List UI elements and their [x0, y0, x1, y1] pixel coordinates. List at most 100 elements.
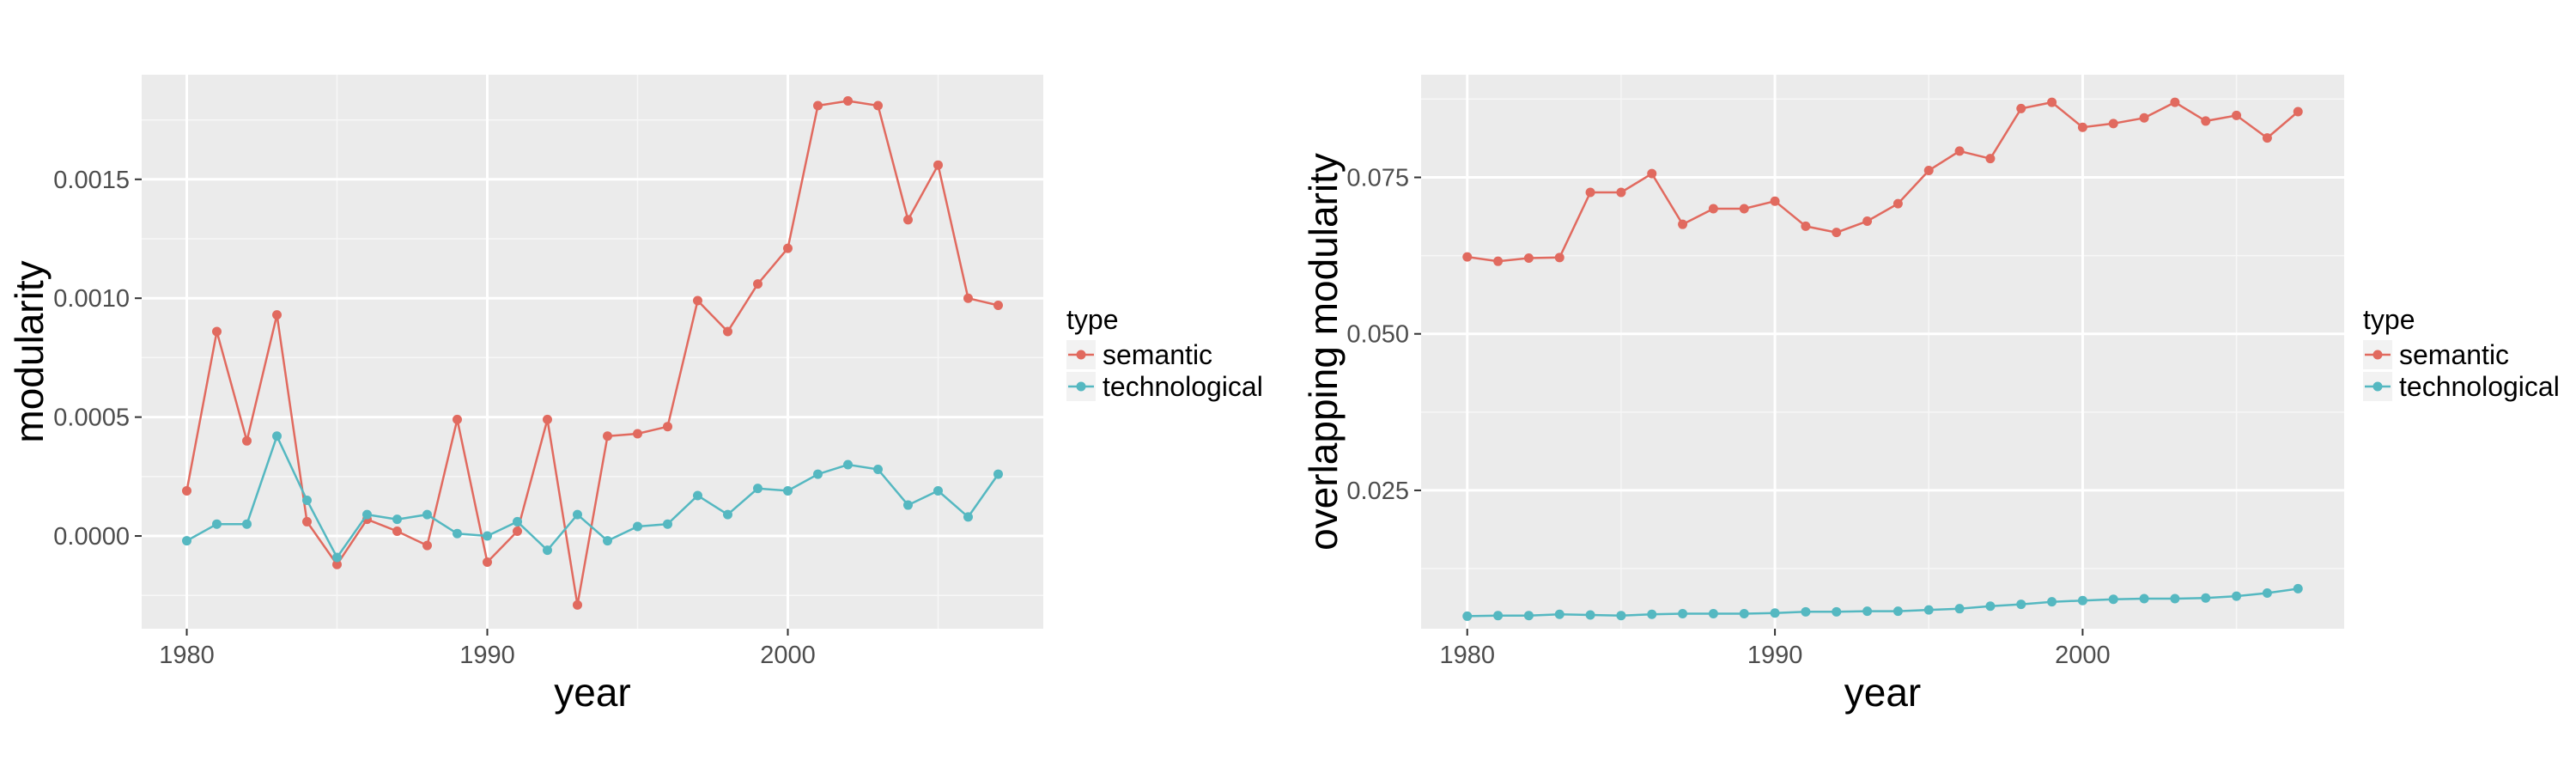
data-point-technological: [1647, 610, 1656, 619]
data-point-semantic: [2078, 123, 2087, 132]
data-point-technological: [302, 496, 312, 505]
data-point-semantic: [1555, 253, 1564, 262]
data-point-technological: [573, 510, 582, 520]
data-point-semantic: [663, 422, 672, 431]
data-point-semantic: [302, 517, 312, 526]
y-tick-label: 0.0010: [53, 285, 130, 313]
data-point-semantic: [513, 526, 522, 536]
data-point-semantic: [843, 96, 853, 106]
data-point-technological: [843, 460, 853, 469]
y-tick-label: 0.0005: [53, 405, 130, 432]
data-point-technological: [2078, 596, 2087, 606]
data-point-technological: [362, 510, 372, 520]
chart-2: 1980199020000.0250.0500.075yearoverlappi…: [1301, 75, 2560, 715]
legend-title: type: [2363, 304, 2415, 335]
x-tick-label: 2000: [760, 642, 816, 669]
data-point-semantic: [933, 161, 943, 170]
data-point-semantic: [633, 429, 642, 439]
x-tick-label: 1980: [1439, 642, 1495, 669]
data-point-semantic: [873, 100, 883, 110]
data-point-technological: [1771, 608, 1780, 618]
data-point-technological: [272, 431, 282, 441]
data-point-semantic: [422, 541, 432, 551]
data-point-technological: [633, 521, 642, 531]
y-axis-title: overlapping modularity: [1301, 153, 1346, 551]
data-point-semantic: [1524, 253, 1534, 263]
data-point-technological: [1555, 610, 1564, 619]
data-point-technological: [783, 486, 793, 496]
data-point-technological: [182, 536, 191, 545]
data-point-technological: [513, 517, 522, 526]
data-point-semantic: [2047, 98, 2057, 107]
data-point-technological: [1524, 611, 1534, 620]
data-point-semantic: [212, 326, 222, 336]
legend: type semantictechnological: [1066, 304, 1263, 402]
data-point-semantic: [453, 415, 462, 424]
data-point-semantic: [1586, 188, 1595, 198]
data-point-technological: [813, 470, 823, 479]
data-point-technological: [753, 484, 762, 493]
data-point-technological: [993, 470, 1003, 479]
data-point-semantic: [903, 215, 913, 224]
x-tick-label: 1990: [1747, 642, 1803, 669]
data-point-technological: [392, 514, 402, 524]
data-point-technological: [663, 520, 672, 529]
data-point-semantic: [1462, 253, 1472, 262]
data-point-technological: [933, 486, 943, 496]
legend-label-semantic: semantic: [2399, 339, 2509, 370]
data-point-semantic: [783, 244, 793, 253]
data-point-semantic: [2263, 133, 2272, 143]
data-point-semantic: [2016, 104, 2026, 113]
data-point-semantic: [2140, 113, 2149, 123]
data-point-semantic: [1493, 257, 1503, 266]
data-point-technological: [723, 510, 732, 520]
chart-1: 1980199020000.00000.00050.00100.0015year…: [7, 75, 1263, 715]
y-tick-label: 0.0015: [53, 167, 130, 194]
data-point-semantic: [813, 100, 823, 110]
data-point-technological: [2170, 594, 2179, 604]
data-point-technological: [1462, 612, 1472, 621]
legend-label-technological: technological: [1103, 371, 1263, 402]
data-point-semantic: [483, 557, 492, 567]
data-point-technological: [2109, 594, 2118, 604]
legend-title: type: [1066, 304, 1118, 335]
legend-key-point: [2373, 350, 2383, 360]
data-point-semantic: [1801, 222, 1810, 231]
data-point-semantic: [1709, 204, 1718, 213]
data-point-semantic: [1893, 199, 1903, 209]
legend-key-point: [1077, 382, 1086, 392]
x-axis-title: year: [554, 670, 630, 715]
data-point-semantic: [603, 431, 612, 441]
legend-label-semantic: semantic: [1103, 339, 1212, 370]
data-point-technological: [1801, 607, 1810, 617]
data-point-technological: [1493, 611, 1503, 620]
legend-label-technological: technological: [2399, 371, 2560, 402]
data-point-technological: [453, 529, 462, 539]
data-point-technological: [1955, 604, 1965, 613]
data-point-semantic: [1771, 197, 1780, 206]
x-tick-label: 1980: [159, 642, 215, 669]
data-point-technological: [483, 532, 492, 541]
data-point-technological: [1862, 606, 1872, 616]
data-point-technological: [1740, 609, 1749, 618]
y-axis-title: modularity: [7, 260, 52, 442]
data-point-technological: [422, 510, 432, 520]
data-point-technological: [2140, 594, 2149, 604]
data-point-semantic: [1862, 216, 1872, 226]
data-point-semantic: [1678, 220, 1687, 229]
data-point-semantic: [272, 310, 282, 320]
data-point-semantic: [753, 279, 762, 289]
data-point-technological: [963, 512, 973, 521]
data-point-technological: [2232, 592, 2241, 601]
plot-panel: [142, 75, 1043, 629]
data-point-semantic: [242, 436, 252, 446]
data-point-semantic: [392, 526, 402, 536]
data-point-semantic: [693, 295, 702, 305]
data-point-semantic: [2109, 119, 2118, 128]
data-point-technological: [1985, 601, 1995, 611]
data-point-technological: [2201, 593, 2210, 603]
data-point-semantic: [1616, 188, 1625, 198]
data-point-technological: [2016, 600, 2026, 609]
data-point-technological: [2047, 597, 2057, 606]
